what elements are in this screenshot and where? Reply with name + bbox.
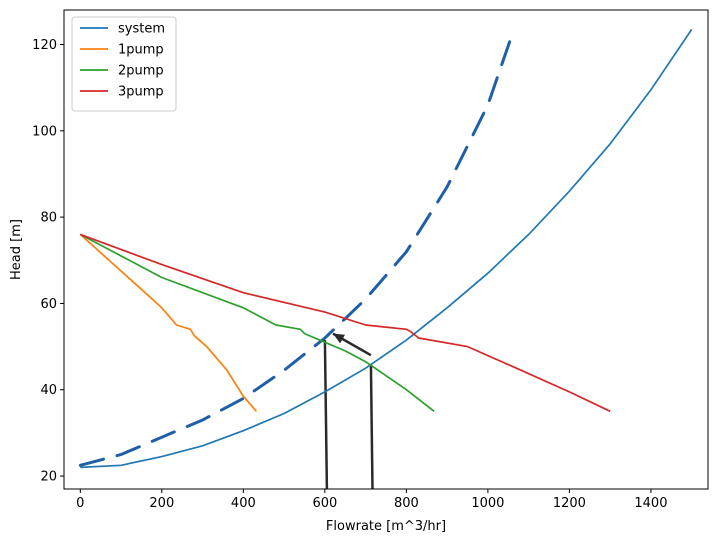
series-line-2pump bbox=[79, 233, 435, 412]
x-tick-label: 200 bbox=[149, 496, 174, 511]
x-axis-label: Flowrate [m^3/hr] bbox=[326, 519, 446, 534]
dashed-curve-annotation bbox=[78, 32, 514, 467]
x-tick-label: 1200 bbox=[553, 496, 586, 511]
legend-label-1pump: 1pump bbox=[118, 43, 164, 58]
arrow-head bbox=[333, 333, 345, 344]
legend-label-3pump: 3pump bbox=[118, 85, 164, 100]
y-axis-ticks: 20 40 60 80 100 120 bbox=[32, 38, 64, 485]
series-line-1pump bbox=[79, 233, 258, 412]
x-axis-ticks: 0 200 400 600 800 1000 1200 1400 bbox=[76, 489, 667, 511]
series-line-system bbox=[80, 28, 693, 469]
series-layer bbox=[79, 28, 693, 469]
y-axis-label: Head [m] bbox=[9, 219, 24, 280]
axes-frame bbox=[63, 9, 709, 490]
y-tick-label: 120 bbox=[32, 38, 57, 53]
plot-area bbox=[78, 28, 693, 489]
x-tick-label: 1400 bbox=[634, 496, 667, 511]
y-tick-label: 100 bbox=[32, 124, 57, 139]
legend: system 1pump 2pump 3pump bbox=[71, 16, 177, 112]
vertical-line-annotation bbox=[323, 340, 329, 489]
legend-label-2pump: 2pump bbox=[118, 64, 164, 79]
x-tick-label: 800 bbox=[394, 496, 419, 511]
x-tick-label: 600 bbox=[312, 496, 337, 511]
legend-label-system: system bbox=[118, 22, 165, 37]
x-tick-label: 0 bbox=[76, 496, 84, 511]
y-tick-label: 60 bbox=[40, 297, 57, 312]
series-line-3pump bbox=[80, 233, 611, 413]
y-tick-label: 20 bbox=[40, 470, 57, 485]
annotations-layer bbox=[78, 32, 514, 489]
y-tick-label: 40 bbox=[40, 383, 57, 398]
x-tick-label: 1000 bbox=[471, 496, 504, 511]
vertical-line-annotation bbox=[369, 363, 374, 489]
x-tick-label: 400 bbox=[231, 496, 256, 511]
legend-box bbox=[71, 16, 177, 112]
y-tick-label: 80 bbox=[40, 211, 57, 226]
